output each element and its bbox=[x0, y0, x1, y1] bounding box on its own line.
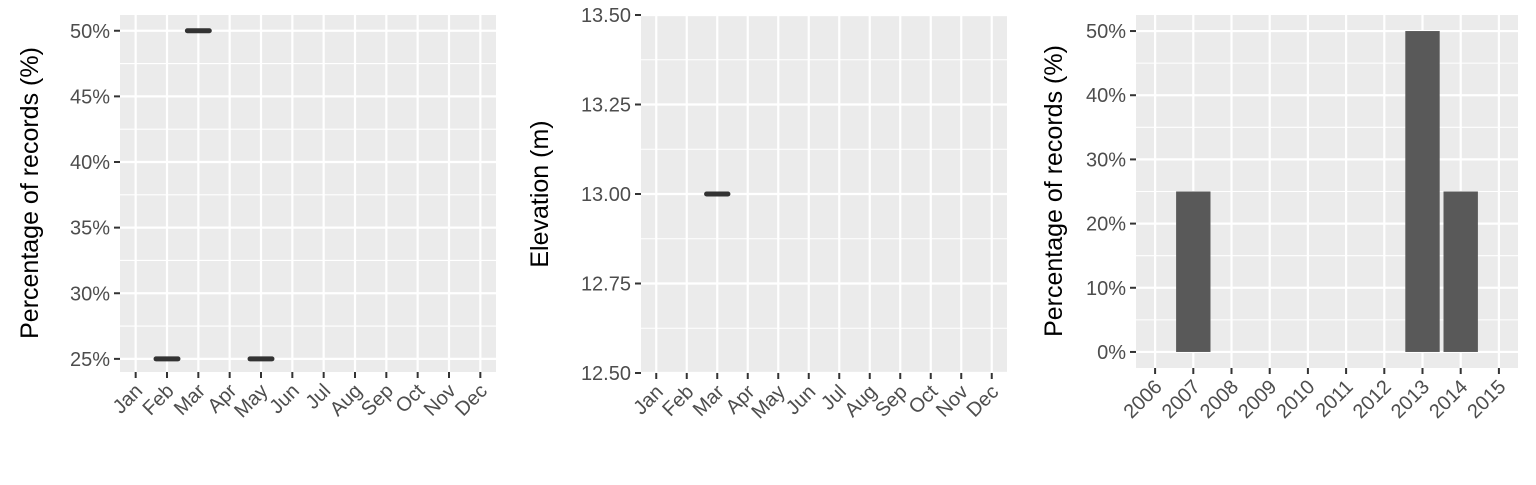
chart-panel-1: 25%30%35%40%45%50%JanFebMarAprMayJunJulA… bbox=[16, 15, 496, 422]
bar-2007 bbox=[1176, 191, 1211, 352]
x-tick-label: 2014 bbox=[1425, 376, 1472, 423]
y-tick-label: 12.75 bbox=[581, 274, 631, 296]
y-tick-label: 45% bbox=[70, 86, 110, 108]
y-tick-label: 40% bbox=[1086, 85, 1126, 107]
y-tick-label: 50% bbox=[1086, 21, 1126, 43]
x-tick-label: Jan bbox=[109, 380, 147, 418]
y-tick-label: 25% bbox=[70, 349, 110, 371]
y-tick-label: 12.50 bbox=[581, 363, 631, 385]
y-axis-title: Percentage of records (%) bbox=[16, 47, 44, 339]
y-tick-label: 35% bbox=[70, 218, 110, 240]
chart-panel-3: 0%10%20%30%40%50%20062007200820092010201… bbox=[1040, 15, 1518, 423]
x-tick-label: 2008 bbox=[1196, 376, 1243, 423]
x-tick-label: 2007 bbox=[1158, 376, 1205, 423]
x-tick-label: 2015 bbox=[1463, 376, 1510, 423]
y-tick-label: 30% bbox=[70, 283, 110, 305]
plot-background bbox=[120, 15, 496, 372]
x-tick-label: Jun bbox=[266, 380, 304, 418]
x-tick-label: Mar bbox=[170, 380, 210, 420]
y-tick-label: 13.25 bbox=[581, 95, 631, 117]
x-tick-label: 2013 bbox=[1387, 376, 1434, 423]
y-tick-label: 13.50 bbox=[581, 5, 631, 27]
x-tick-label: Jun bbox=[782, 381, 820, 419]
x-tick-label: Dec bbox=[451, 380, 492, 421]
y-axis-title: Elevation (m) bbox=[526, 120, 554, 267]
y-tick-label: 50% bbox=[70, 21, 110, 43]
x-tick-label: 2006 bbox=[1120, 376, 1167, 423]
x-tick-label: 2010 bbox=[1272, 376, 1319, 423]
y-axis-title: Percentage of records (%) bbox=[1040, 45, 1068, 337]
x-tick-label: Oct bbox=[392, 380, 430, 418]
y-tick-label: 0% bbox=[1097, 342, 1126, 364]
y-tick-label: 13.00 bbox=[581, 184, 631, 206]
x-tick-label: 2011 bbox=[1312, 376, 1358, 422]
y-tick-label: 40% bbox=[70, 152, 110, 174]
x-tick-label: Nov bbox=[420, 380, 461, 421]
y-tick-label: 30% bbox=[1086, 149, 1126, 171]
x-tick-label: Feb bbox=[139, 380, 179, 420]
x-tick-label: Aug bbox=[326, 380, 367, 421]
chart-panel-2: 12.5012.7513.0013.2513.50JanFebMarAprMay… bbox=[526, 5, 1007, 423]
y-tick-label: 20% bbox=[1086, 214, 1126, 236]
x-tick-label: Oct bbox=[905, 381, 943, 419]
x-tick-label: Dec bbox=[963, 381, 1004, 422]
x-tick-label: Jan bbox=[629, 381, 667, 419]
y-tick-label: 10% bbox=[1086, 278, 1126, 300]
x-tick-label: 2012 bbox=[1349, 376, 1396, 423]
x-tick-label: 2009 bbox=[1234, 376, 1281, 423]
bar-2013 bbox=[1405, 31, 1440, 352]
x-tick-label: Sep bbox=[357, 380, 398, 421]
bar-2014 bbox=[1443, 191, 1478, 352]
